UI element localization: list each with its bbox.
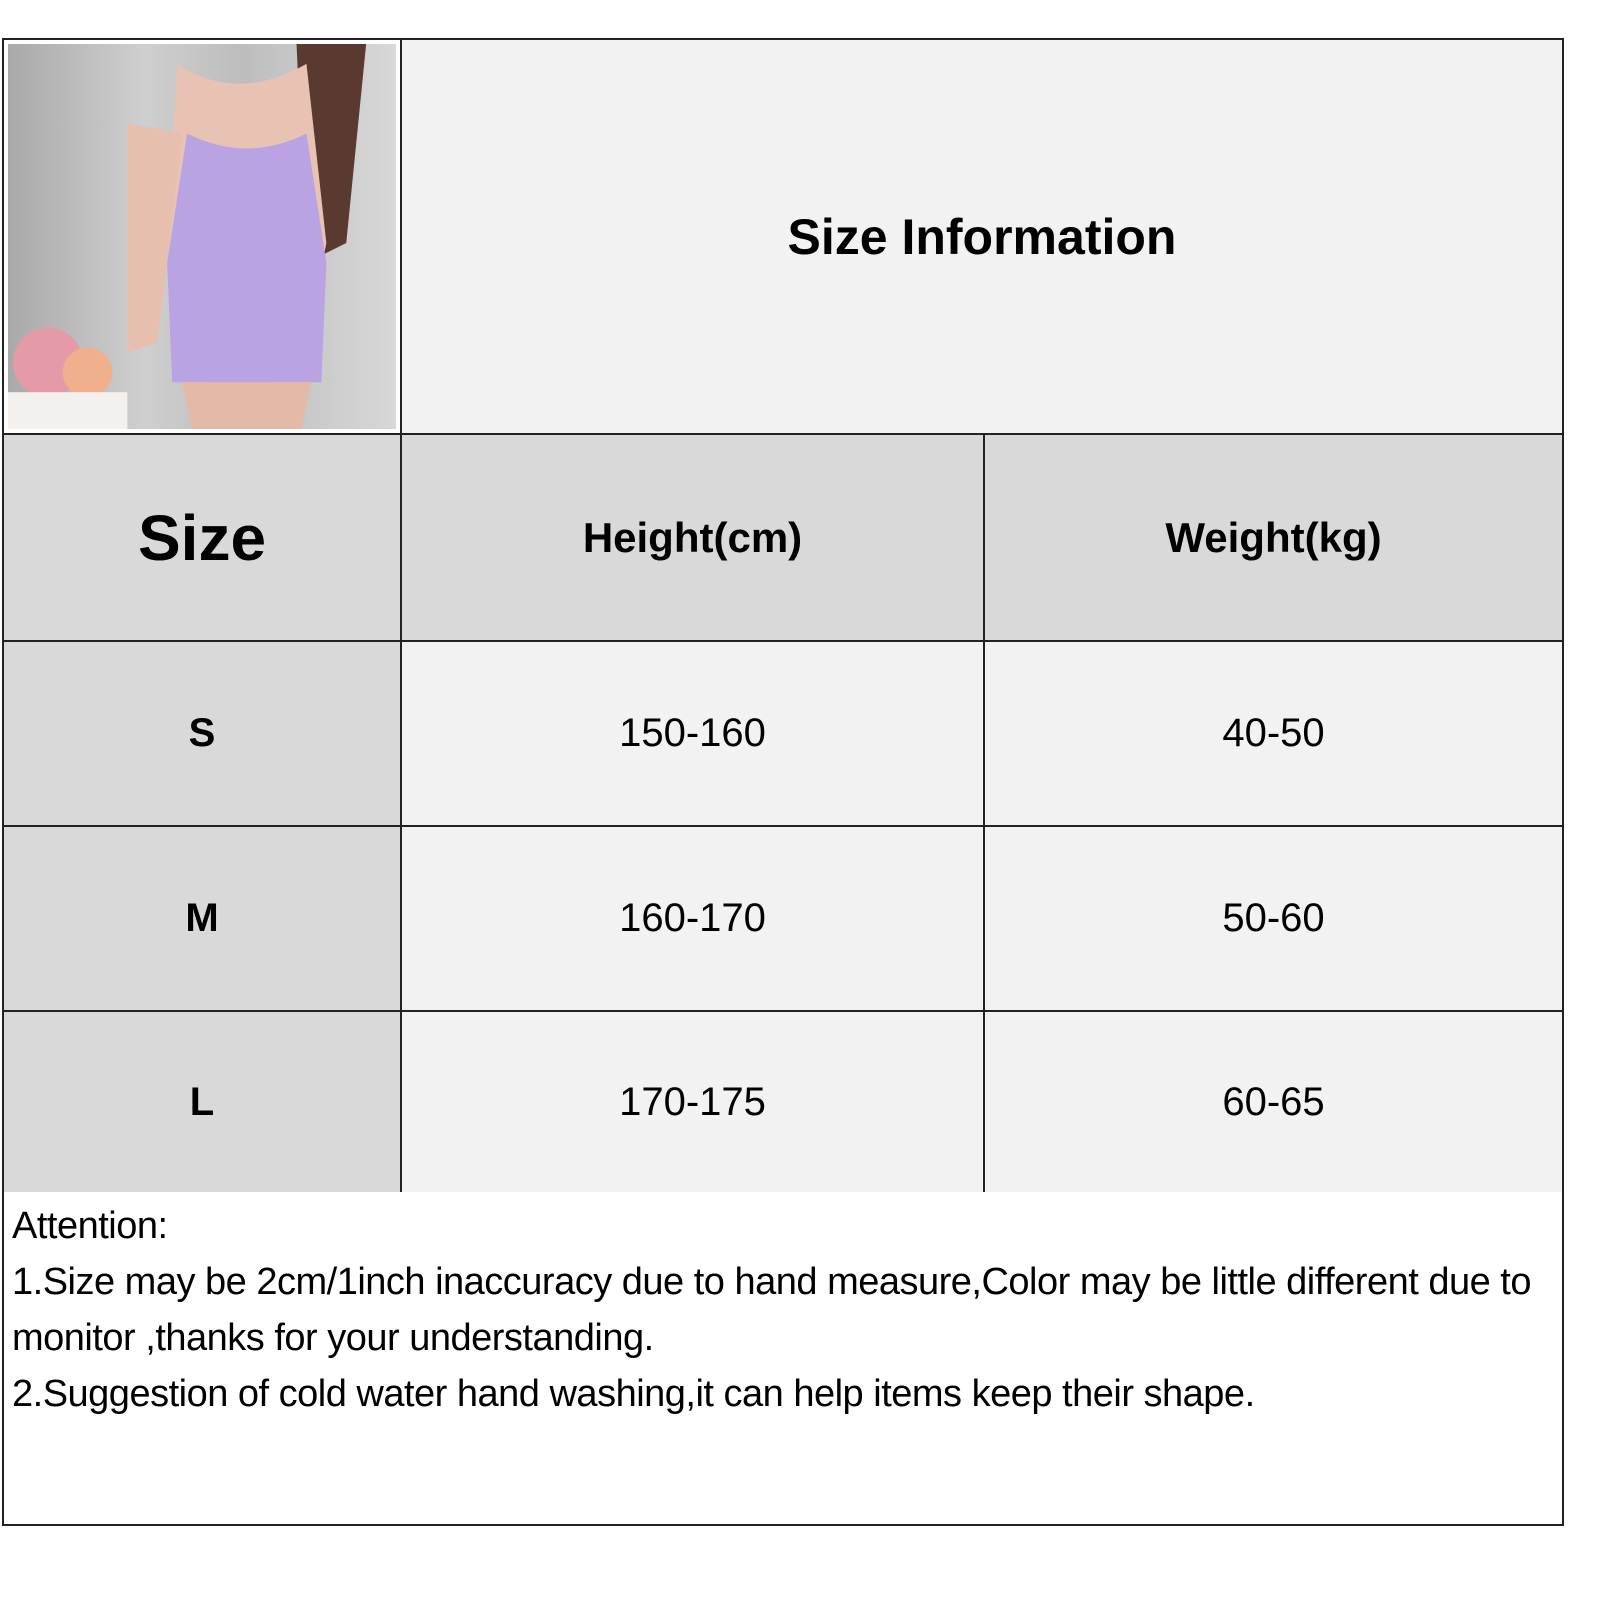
size-m: M	[4, 827, 402, 1012]
weight-s: 40-50	[985, 642, 1562, 827]
header-weight: Weight(kg)	[985, 435, 1562, 642]
height-l: 170-175	[402, 1012, 985, 1194]
attention-heading: Attention:	[12, 1205, 168, 1247]
note-item: 2.Suggestion of cold water hand washing,…	[12, 1373, 1255, 1415]
weight-l: 60-65	[985, 1012, 1562, 1194]
size-s: S	[4, 642, 402, 827]
note-item: 1.Size may be 2cm/1inch inaccuracy due t…	[12, 1261, 1531, 1359]
header-size: Size	[4, 435, 402, 642]
height-m: 160-170	[402, 827, 985, 1012]
size-l: L	[4, 1012, 402, 1194]
product-photo	[4, 40, 402, 435]
product-image	[8, 44, 396, 429]
page-title: Size Information	[402, 40, 1562, 435]
height-s: 150-160	[402, 642, 985, 827]
header-height: Height(cm)	[402, 435, 985, 642]
size-chart: Size Information Size Height(cm) Weight(…	[2, 38, 1564, 1526]
dress-illustration	[8, 44, 367, 429]
weight-m: 50-60	[985, 827, 1562, 1012]
attention-notes: Attention: 1.Size may be 2cm/1inch inacc…	[4, 1192, 1562, 1524]
